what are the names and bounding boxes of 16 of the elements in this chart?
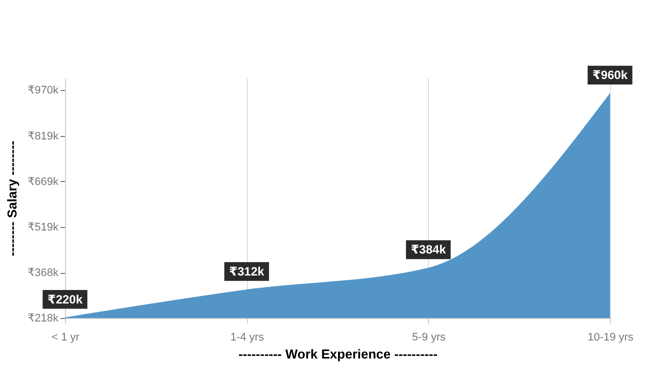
text: ₹960k — [592, 68, 628, 82]
y-tick-label: ₹519k — [28, 221, 59, 234]
x-tick-label: 10-19 yrs — [588, 332, 634, 344]
x-tick-label: < 1 yr — [52, 332, 80, 344]
y-tick-label: ₹970k — [28, 84, 59, 97]
y-axis-title: -------- Salary -------- — [4, 140, 20, 256]
text: ₹220k — [47, 292, 83, 306]
x-axis-title: ---------- Work Experience ---------- — [238, 346, 438, 362]
x-tick-label: 5-9 yrs — [412, 332, 446, 344]
y-tick-label: ₹669k — [28, 176, 59, 188]
text: ₹312k — [229, 264, 264, 279]
x-tick-label: 1-4 yrs — [230, 332, 264, 344]
y-tick-label: ₹819k — [28, 130, 59, 142]
y-tick-label: ₹368k — [28, 267, 59, 280]
text: ₹384k — [410, 242, 446, 257]
y-tick-label: ₹218k — [28, 312, 59, 324]
